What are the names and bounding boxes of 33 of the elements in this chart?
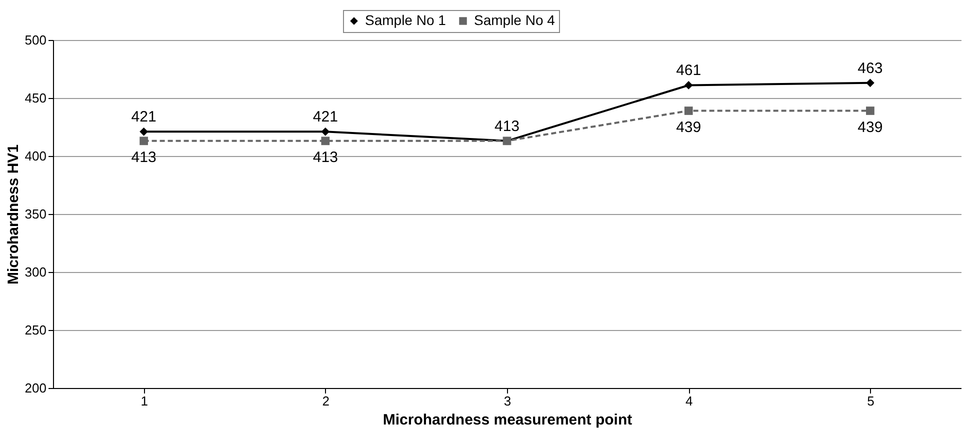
data-label: 421 [131, 108, 156, 126]
y-tick-label: 300 [24, 264, 46, 280]
x-tick-label: 1 [140, 394, 148, 408]
point [321, 136, 330, 146]
point [684, 106, 693, 115]
y-tick-label: 500 [24, 32, 46, 48]
y-tick-label: 250 [24, 322, 46, 338]
data-label: 439 [676, 118, 702, 136]
y-tick-label: 200 [24, 380, 46, 396]
data-label: 439 [858, 118, 883, 136]
x-tick-label: 2 [322, 394, 330, 408]
point [866, 78, 874, 88]
x-tick-label: 4 [685, 394, 693, 408]
y-axis-title: Microhardness HV1 [4, 144, 22, 285]
point [321, 127, 330, 136]
data-label: 413 [131, 148, 156, 166]
point [140, 136, 148, 146]
point [684, 81, 693, 90]
y-tick-label: 400 [24, 148, 46, 164]
point [866, 106, 874, 115]
x-tick-label: 5 [867, 394, 874, 408]
y-tick-label: 350 [24, 206, 46, 222]
data-label: 463 [858, 60, 883, 77]
point [140, 127, 148, 136]
x-tick-label: 3 [504, 394, 512, 408]
data-label: 461 [676, 62, 702, 80]
x-axis-title: Microhardness measurement point [382, 412, 632, 428]
data-label: 413 [494, 118, 520, 135]
data-label: 413 [312, 148, 338, 166]
legend-label: Sample No 1 [365, 12, 446, 28]
legend-label: Sample No 4 [474, 12, 556, 28]
data-label: 421 [312, 108, 338, 126]
y-tick-label: 450 [24, 90, 46, 106]
